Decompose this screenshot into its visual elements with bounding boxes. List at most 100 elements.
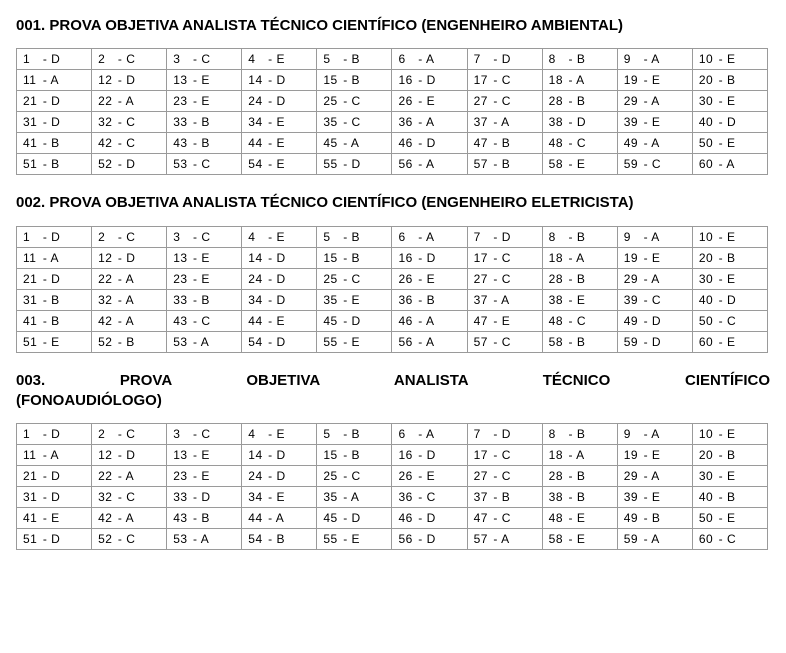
table-row: 11 - A12 - D13 - E14 - D15 - B16 - D17 -… bbox=[17, 445, 768, 466]
answer-cell: 6 - A bbox=[392, 424, 467, 445]
answer-cell: 46 - D bbox=[392, 508, 467, 529]
answer-cell: 50 - E bbox=[692, 133, 767, 154]
answer-cell: 4 - E bbox=[242, 424, 317, 445]
answer-cell: 23 - E bbox=[167, 268, 242, 289]
answer-cell: 10 - E bbox=[692, 49, 767, 70]
answer-cell: 38 - E bbox=[542, 289, 617, 310]
answer-cell: 58 - E bbox=[542, 529, 617, 550]
answer-cell: 36 - B bbox=[392, 289, 467, 310]
answer-cell: 29 - A bbox=[617, 91, 692, 112]
answer-cell: 22 - A bbox=[92, 268, 167, 289]
answer-cell: 17 - C bbox=[467, 247, 542, 268]
answer-cell: 6 - A bbox=[392, 49, 467, 70]
answer-cell: 12 - D bbox=[92, 247, 167, 268]
answer-cell: 28 - B bbox=[542, 91, 617, 112]
answer-cell: 53 - A bbox=[167, 529, 242, 550]
answer-cell: 13 - E bbox=[167, 70, 242, 91]
answer-cell: 21 - D bbox=[17, 91, 92, 112]
answer-cell: 7 - D bbox=[467, 226, 542, 247]
answer-cell: 58 - B bbox=[542, 331, 617, 352]
answer-cell: 48 - C bbox=[542, 310, 617, 331]
answer-cell: 31 - D bbox=[17, 487, 92, 508]
answer-cell: 50 - E bbox=[692, 508, 767, 529]
answer-cell: 50 - C bbox=[692, 310, 767, 331]
table-row: 31 - D32 - C33 - D34 - E35 - A36 - C37 -… bbox=[17, 487, 768, 508]
answer-cell: 41 - B bbox=[17, 310, 92, 331]
answer-cell: 23 - E bbox=[167, 466, 242, 487]
answer-cell: 38 - D bbox=[542, 112, 617, 133]
answer-cell: 19 - E bbox=[617, 445, 692, 466]
table-row: 41 - B42 - C43 - B44 - E45 - A46 - D47 -… bbox=[17, 133, 768, 154]
answer-cell: 59 - D bbox=[617, 331, 692, 352]
answer-cell: 57 - B bbox=[467, 154, 542, 175]
answer-cell: 22 - A bbox=[92, 466, 167, 487]
answer-cell: 11 - A bbox=[17, 247, 92, 268]
answer-cell: 14 - D bbox=[242, 70, 317, 91]
answer-cell: 34 - D bbox=[242, 289, 317, 310]
answer-cell: 40 - B bbox=[692, 487, 767, 508]
answer-cell: 34 - E bbox=[242, 112, 317, 133]
answer-cell: 26 - E bbox=[392, 91, 467, 112]
answer-cell: 32 - C bbox=[92, 112, 167, 133]
answer-cell: 15 - B bbox=[317, 70, 392, 91]
answer-cell: 52 - B bbox=[92, 331, 167, 352]
answer-table-003: 1 - D2 - C3 - C4 - E5 - B6 - A7 - D8 - B… bbox=[16, 423, 768, 550]
answer-cell: 44 - E bbox=[242, 133, 317, 154]
table-row: 21 - D22 - A23 - E24 - D25 - C26 - E27 -… bbox=[17, 91, 768, 112]
answer-cell: 20 - B bbox=[692, 70, 767, 91]
answer-cell: 43 - B bbox=[167, 133, 242, 154]
answer-cell: 55 - E bbox=[317, 331, 392, 352]
answer-cell: 25 - C bbox=[317, 91, 392, 112]
answer-cell: 30 - E bbox=[692, 466, 767, 487]
answer-cell: 51 - D bbox=[17, 529, 92, 550]
section-title-003-line1: 003. PROVA OBJETIVA ANALISTA TÉCNICO CIE… bbox=[16, 372, 770, 389]
answer-cell: 37 - B bbox=[467, 487, 542, 508]
answer-cell: 19 - E bbox=[617, 247, 692, 268]
answer-cell: 18 - A bbox=[542, 247, 617, 268]
answer-cell: 53 - C bbox=[167, 154, 242, 175]
table-row: 31 - D32 - C33 - B34 - E35 - C36 - A37 -… bbox=[17, 112, 768, 133]
answer-cell: 60 - A bbox=[692, 154, 767, 175]
answer-cell: 14 - D bbox=[242, 445, 317, 466]
answer-cell: 9 - A bbox=[617, 49, 692, 70]
answer-cell: 35 - E bbox=[317, 289, 392, 310]
section-002: 002. PROVA OBJETIVA ANALISTA TÉCNICO CIE… bbox=[16, 193, 770, 352]
answer-cell: 41 - E bbox=[17, 508, 92, 529]
answer-cell: 19 - E bbox=[617, 70, 692, 91]
answer-cell: 39 - C bbox=[617, 289, 692, 310]
answer-cell: 26 - E bbox=[392, 466, 467, 487]
answer-cell: 49 - B bbox=[617, 508, 692, 529]
answer-cell: 16 - D bbox=[392, 70, 467, 91]
answer-cell: 26 - E bbox=[392, 268, 467, 289]
answer-cell: 52 - D bbox=[92, 154, 167, 175]
answer-cell: 27 - C bbox=[467, 466, 542, 487]
answer-cell: 1 - D bbox=[17, 226, 92, 247]
section-title-003-line2: (FONOAUDIÓLOGO) bbox=[16, 391, 770, 411]
answer-cell: 21 - D bbox=[17, 466, 92, 487]
answer-cell: 11 - A bbox=[17, 70, 92, 91]
answer-cell: 49 - A bbox=[617, 133, 692, 154]
table-row: 51 - D52 - C53 - A54 - B55 - E56 - D57 -… bbox=[17, 529, 768, 550]
answer-cell: 54 - B bbox=[242, 529, 317, 550]
answer-cell: 40 - D bbox=[692, 112, 767, 133]
answer-cell: 46 - D bbox=[392, 133, 467, 154]
answer-cell: 38 - B bbox=[542, 487, 617, 508]
answer-cell: 56 - A bbox=[392, 331, 467, 352]
answer-cell: 6 - A bbox=[392, 226, 467, 247]
answer-cell: 56 - A bbox=[392, 154, 467, 175]
answer-cell: 45 - D bbox=[317, 508, 392, 529]
answer-cell: 12 - D bbox=[92, 70, 167, 91]
answer-cell: 48 - E bbox=[542, 508, 617, 529]
answer-cell: 54 - D bbox=[242, 331, 317, 352]
answer-cell: 31 - D bbox=[17, 112, 92, 133]
answer-cell: 43 - C bbox=[167, 310, 242, 331]
answer-cell: 12 - D bbox=[92, 445, 167, 466]
answer-cell: 5 - B bbox=[317, 226, 392, 247]
answer-cell: 17 - C bbox=[467, 70, 542, 91]
answer-cell: 28 - B bbox=[542, 268, 617, 289]
answer-cell: 57 - C bbox=[467, 331, 542, 352]
answer-cell: 37 - A bbox=[467, 112, 542, 133]
answer-table-002: 1 - D2 - C3 - C4 - E5 - B6 - A7 - D8 - B… bbox=[16, 226, 768, 353]
answer-cell: 8 - B bbox=[542, 424, 617, 445]
answer-cell: 5 - B bbox=[317, 424, 392, 445]
